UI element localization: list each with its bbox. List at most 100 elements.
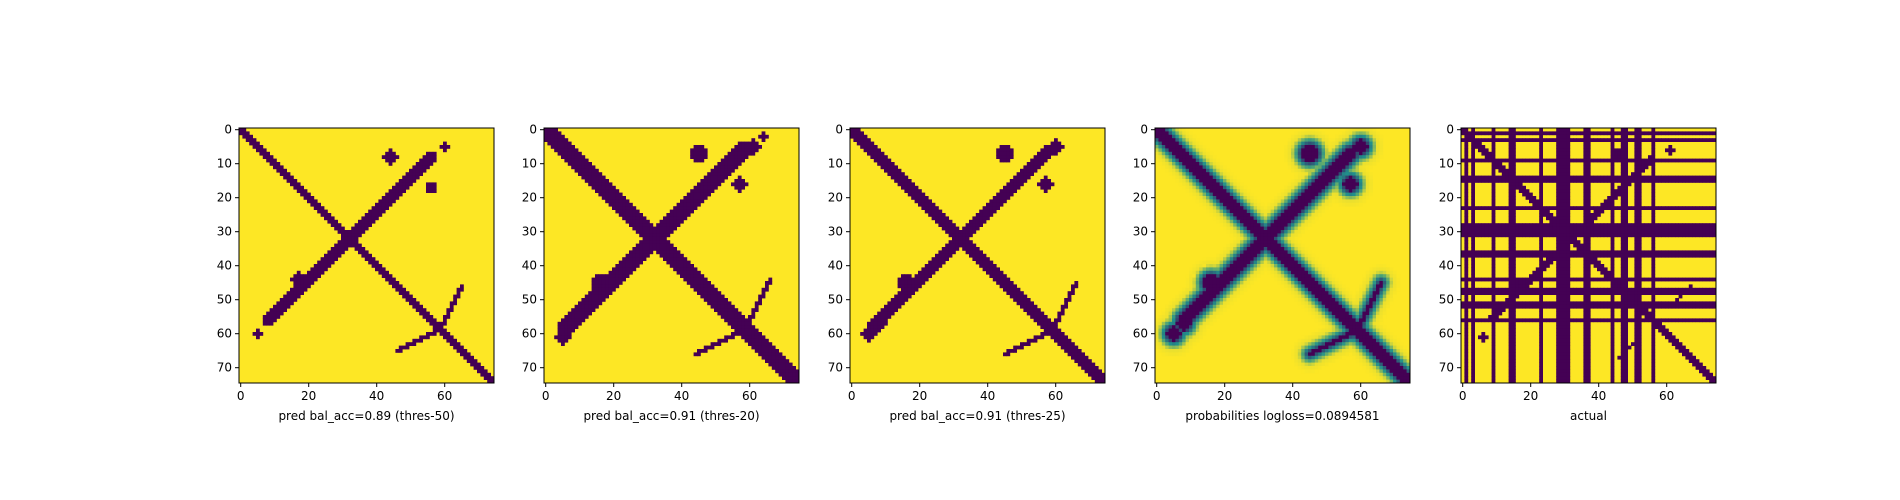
heatmap-cell — [1297, 209, 1302, 214]
heatmap-cell — [1314, 345, 1319, 350]
heatmap-cell — [557, 321, 562, 326]
heatmap-cell — [608, 192, 613, 197]
heatmap-cell — [1260, 253, 1265, 258]
heatmap-cell — [1033, 162, 1038, 166]
heatmap-cell — [1389, 298, 1394, 302]
heatmap-cell — [1311, 274, 1316, 278]
heatmap-cell — [1192, 308, 1197, 312]
heatmap-cell — [751, 345, 756, 350]
heatmap-cell — [1192, 315, 1197, 319]
heatmap-cell — [1071, 291, 1075, 295]
heatmap-cell — [1372, 145, 1377, 149]
heatmap-cell — [1226, 179, 1231, 183]
heatmap-cell — [1175, 138, 1180, 142]
heatmap-cell — [1304, 202, 1309, 207]
heatmap-cell — [873, 328, 878, 333]
heatmap-cell — [629, 264, 633, 268]
heatmap-cell — [1284, 226, 1288, 231]
heatmap-cell — [1345, 202, 1350, 207]
heatmap-cell — [965, 247, 970, 251]
heatmap-cell — [473, 362, 478, 367]
heatmap-cell — [1250, 196, 1254, 200]
heatmap-cell — [1297, 148, 1302, 153]
heatmap-cell — [1209, 213, 1214, 217]
heatmap-cell — [1168, 318, 1173, 323]
heatmap-cell — [625, 267, 630, 272]
heatmap-cell — [1308, 311, 1312, 316]
heatmap-cell — [1325, 267, 1329, 272]
heatmap-cell — [992, 202, 997, 207]
heatmap-cell — [1379, 145, 1384, 149]
heatmap-cell — [1311, 206, 1316, 210]
heatmap-cell — [347, 240, 352, 244]
heatmap-cell — [1287, 226, 1292, 231]
heatmap-cell — [1212, 277, 1217, 282]
heatmap-cell — [1185, 145, 1190, 149]
heatmap-cell — [965, 243, 970, 248]
heatmap-cell — [1297, 281, 1302, 285]
heatmap-cell — [473, 366, 478, 370]
heatmap-cell — [656, 247, 660, 251]
heatmap-cell — [979, 260, 983, 265]
heatmap-cell — [771, 345, 776, 350]
heatmap-cell — [1233, 230, 1237, 234]
heatmap-cell — [293, 291, 298, 295]
heatmap-cell — [324, 257, 328, 261]
heatmap-cell — [962, 236, 966, 241]
heatmap-cell — [1325, 175, 1329, 180]
heatmap-cell — [1372, 321, 1377, 326]
heatmap-cell — [693, 155, 698, 159]
heatmap-cell — [1376, 155, 1380, 159]
heatmap-cell — [1253, 257, 1258, 261]
heatmap-cell — [1067, 338, 1072, 343]
heatmap-cell — [571, 315, 575, 319]
heatmap-cell — [673, 260, 677, 265]
heatmap-cell — [1216, 182, 1220, 187]
heatmap-cell — [686, 277, 691, 282]
heatmap-cell — [1345, 352, 1350, 357]
heatmap-cell — [646, 250, 650, 255]
heatmap-cell — [1396, 338, 1401, 343]
heatmap-cell — [557, 141, 562, 146]
heatmap-cell — [1345, 134, 1350, 139]
heatmap-cell — [1372, 270, 1377, 275]
heatmap-cell — [1253, 240, 1258, 244]
heatmap-cell — [1195, 315, 1200, 319]
heatmap-cell — [1297, 240, 1302, 244]
heatmap-cell — [659, 240, 664, 244]
heatmap-cell — [1287, 284, 1292, 289]
heatmap-cell — [1338, 165, 1343, 170]
heatmap-cell — [1182, 134, 1186, 139]
heatmap-cell — [1369, 138, 1373, 142]
heatmap-cell — [860, 131, 864, 136]
heatmap-cell — [1301, 155, 1305, 159]
heatmap-cell — [1250, 247, 1254, 251]
heatmap-cell — [1226, 189, 1231, 193]
heatmap-cell — [1263, 233, 1268, 238]
heatmap-cell — [758, 335, 762, 340]
heatmap-cell — [1250, 216, 1254, 221]
heatmap-cell — [1308, 345, 1312, 350]
heatmap-cell — [1229, 172, 1234, 176]
heatmap-cell — [1321, 270, 1326, 275]
heatmap-cell — [945, 216, 949, 221]
heatmap-cell — [293, 182, 298, 187]
heatmap-cell — [1389, 294, 1394, 299]
heatmap-cell — [1369, 301, 1373, 306]
heatmap-cell — [639, 260, 643, 265]
heatmap-cell — [1331, 155, 1336, 159]
heatmap-cell — [649, 250, 654, 255]
heatmap-cell — [1216, 267, 1220, 272]
heatmap-cell — [1223, 189, 1227, 193]
heatmap-cell — [1084, 359, 1089, 363]
heatmap-cell — [320, 267, 325, 272]
heatmap-cell — [1043, 148, 1048, 153]
heatmap-cell — [1199, 151, 1203, 156]
heatmap-cell — [1393, 270, 1397, 275]
heatmap-cell — [979, 253, 983, 258]
heatmap-cell — [477, 362, 481, 367]
heatmap-cell — [1168, 151, 1173, 156]
heatmap-cell — [1199, 325, 1203, 329]
heatmap-cell — [262, 315, 267, 319]
heatmap-cell — [1308, 199, 1312, 204]
